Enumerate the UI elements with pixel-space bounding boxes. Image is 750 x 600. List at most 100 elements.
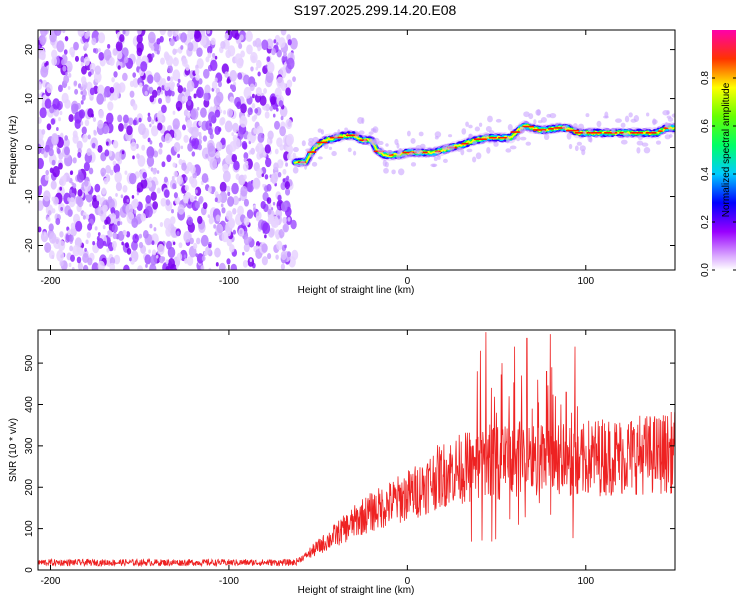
ridge-speck <box>309 153 315 158</box>
noise-blob <box>113 163 121 174</box>
noise-blob <box>147 31 156 44</box>
noise-blob <box>48 250 55 259</box>
noise-blob <box>275 254 279 260</box>
noise-blob <box>237 72 243 80</box>
noise-blob <box>263 88 268 94</box>
noise-blob <box>130 141 137 152</box>
noise-blob <box>276 240 283 251</box>
noise-blob <box>111 224 118 233</box>
noise-blob <box>190 108 199 121</box>
noise-blob <box>249 83 255 92</box>
ridge-speck <box>655 140 662 145</box>
noise-blob <box>199 135 202 140</box>
noise-blob <box>186 80 195 92</box>
noise-blob <box>172 110 176 115</box>
ridge-speck <box>478 122 483 128</box>
noise-blob <box>167 30 173 38</box>
noise-blob <box>226 258 231 265</box>
noise-blob <box>160 57 165 65</box>
noise-blob <box>180 32 187 43</box>
ridge-speck <box>620 122 626 128</box>
noise-blob <box>198 78 203 85</box>
noise-blob <box>52 165 60 178</box>
noise-blob <box>74 55 79 62</box>
noise-blob <box>270 96 276 105</box>
noise-blob <box>76 140 83 150</box>
noise-blob <box>273 39 277 44</box>
noise-blob <box>225 210 233 221</box>
ridge-speck <box>615 118 622 123</box>
noise-blob <box>181 124 187 131</box>
noise-blob <box>205 56 210 63</box>
noise-blob <box>255 86 262 97</box>
noise-blob <box>136 191 140 196</box>
noise-blob <box>39 30 48 37</box>
noise-blob <box>292 76 296 82</box>
noise-blob <box>181 57 188 67</box>
noise-blob <box>56 40 65 53</box>
noise-blob <box>96 93 104 105</box>
noise-blob <box>221 231 229 243</box>
noise-blob <box>75 195 83 206</box>
noise-blob <box>273 162 279 171</box>
ridge-speck <box>404 154 411 158</box>
noise-blob <box>291 249 299 261</box>
noise-blob <box>289 37 298 50</box>
noise-blob <box>123 264 130 270</box>
noise-blob <box>264 174 269 180</box>
noise-blob <box>67 66 72 73</box>
snr-y-tick-label: 100 <box>24 520 35 537</box>
noise-blob <box>233 160 240 171</box>
noise-blob <box>151 53 155 58</box>
noise-blob <box>95 145 99 150</box>
noise-blob <box>76 171 85 183</box>
ridge-speck <box>641 142 649 147</box>
noise-blob <box>231 154 238 163</box>
noise-blob <box>264 144 271 154</box>
noise-blob <box>51 49 58 59</box>
noise-blob <box>89 203 92 208</box>
noise-blob <box>123 195 130 206</box>
noise-blob <box>277 194 282 202</box>
noise-blob <box>122 114 129 124</box>
noise-blob <box>81 65 87 75</box>
ridge-speck <box>541 130 546 134</box>
noise-blob <box>85 192 93 203</box>
noise-blob <box>219 109 223 114</box>
noise-blob <box>165 95 171 104</box>
noise-blob <box>102 240 107 246</box>
noise-blob <box>219 117 225 126</box>
ridge-speck <box>574 145 579 152</box>
noise-blob <box>183 134 189 143</box>
noise-blob <box>151 240 155 246</box>
noise-blob <box>148 181 153 188</box>
noise-blob <box>160 90 164 95</box>
noise-blob <box>250 135 256 144</box>
noise-blob <box>204 84 211 94</box>
noise-blob <box>107 43 111 49</box>
noise-blob <box>69 189 73 194</box>
noise-blob <box>155 180 159 186</box>
noise-blob <box>85 239 89 245</box>
noise-blob <box>191 137 200 150</box>
noise-blob <box>259 95 267 106</box>
noise-blob <box>282 178 286 183</box>
noise-blob <box>123 230 127 236</box>
noise-blob <box>175 35 180 41</box>
noise-blob <box>156 50 160 55</box>
snr-x-label: Height of straight line (km) <box>298 585 415 596</box>
noise-blob <box>122 30 126 35</box>
noise-blob <box>231 182 239 195</box>
ridge-speck <box>543 133 550 141</box>
noise-blob <box>149 223 153 229</box>
ridge-speck <box>385 143 389 147</box>
noise-blob <box>115 181 123 192</box>
noise-blob <box>68 262 72 268</box>
noise-blob <box>92 117 97 122</box>
ridge-speck <box>386 149 394 155</box>
ridge-speck <box>666 110 670 115</box>
noise-blob <box>169 84 174 91</box>
noise-blob <box>84 32 89 39</box>
noise-blob <box>166 154 172 163</box>
noise-blob <box>265 71 274 84</box>
